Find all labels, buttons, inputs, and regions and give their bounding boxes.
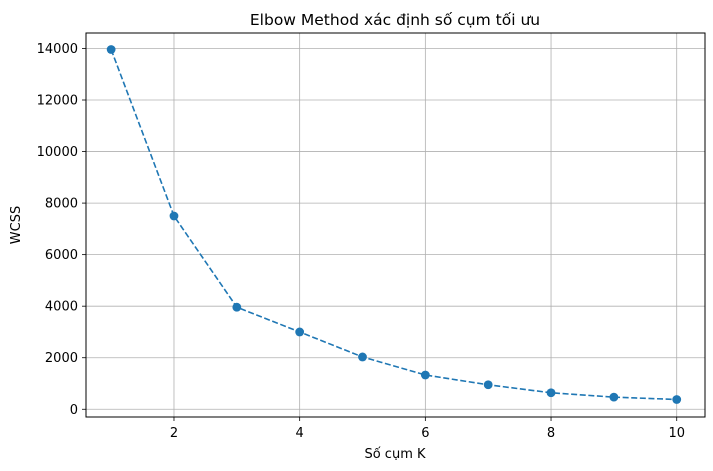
data-point <box>232 302 242 312</box>
x-tick-label: 8 <box>547 426 555 441</box>
data-point <box>483 380 493 390</box>
data-point <box>672 395 682 404</box>
y-tick-label: 8000 <box>45 197 78 212</box>
chart-title: Elbow Method xác định số cụm tối ưu <box>250 11 540 29</box>
data-point <box>358 352 367 362</box>
data-point <box>609 392 619 402</box>
x-tick-label: 4 <box>296 426 304 441</box>
x-tick-label: 10 <box>668 426 685 441</box>
data-point <box>546 388 556 398</box>
y-tick-label: 4000 <box>45 300 78 315</box>
y-axis-title: WCSS <box>9 206 24 244</box>
data-point <box>420 370 430 380</box>
y-tick-label: 6000 <box>45 248 78 263</box>
y-tick-label: 2000 <box>45 351 78 366</box>
grid-lines <box>86 33 705 417</box>
x-tick-label: 6 <box>421 426 429 441</box>
y-tick-label: 0 <box>70 403 78 418</box>
x-axis-title: Số cụm K <box>364 447 426 462</box>
series-layer <box>106 45 682 404</box>
data-point <box>106 45 116 54</box>
data-point <box>295 327 305 337</box>
plot-frame <box>85 32 706 418</box>
data-point <box>169 211 179 221</box>
y-tick-label: 14000 <box>37 42 78 57</box>
x-tick-label: 2 <box>170 426 178 441</box>
y-tick-label: 10000 <box>37 145 78 160</box>
series-line <box>110 49 677 401</box>
y-tick-label: 12000 <box>37 94 78 109</box>
axis-ticks: 2 4 6 8 10 0 2000 4000 6000 8000 10000 12000 14000 <box>37 42 685 441</box>
